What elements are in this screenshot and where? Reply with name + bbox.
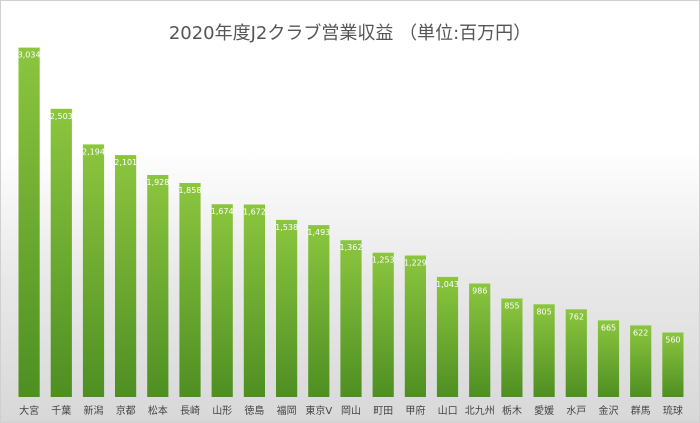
data-label: 1,928 xyxy=(146,178,169,187)
x-tick-labels-group: 大宮 千葉 新潟 京都 松本 長崎 山形 徳島 福岡 東京V 岡山 町田 甲府 山口 北九州 栃木 愛媛 水戸 金沢… xyxy=(19,404,683,417)
x-tick-label: 東京V xyxy=(305,404,332,417)
data-label: 986 xyxy=(472,287,487,296)
data-label: 1,538 xyxy=(275,223,298,232)
data-label: 1,672 xyxy=(243,208,266,217)
x-tick-label: 福岡 xyxy=(277,404,297,417)
x-tick-label: 金沢 xyxy=(599,404,619,417)
data-label: 1,493 xyxy=(307,228,330,237)
x-tick-label: 京都 xyxy=(116,404,136,417)
data-label: 1,858 xyxy=(179,186,202,195)
bar-群馬 xyxy=(630,325,652,397)
x-tick-label: 栃木 xyxy=(502,404,522,417)
data-label: 1,253 xyxy=(372,256,395,265)
x-tick-label: 北九州 xyxy=(465,405,495,417)
data-label: 1,043 xyxy=(436,280,459,289)
data-label: 2,101 xyxy=(114,158,137,167)
x-tick-label: 山口 xyxy=(438,405,458,417)
data-label: 3,034 xyxy=(18,51,41,60)
bar-山口 xyxy=(436,276,459,397)
bar-町田 xyxy=(372,252,394,397)
x-tick-label: 町田 xyxy=(373,406,393,417)
x-tick-label: 山形 xyxy=(212,405,232,417)
data-label: 622 xyxy=(633,328,648,337)
x-tick-label: 千葉 xyxy=(51,404,71,417)
value-labels-group: 3,034 2,503 2,194 2,101 1,928 1,858 1,674 1,672… xyxy=(18,51,681,345)
x-tick-label: 徳島 xyxy=(244,404,264,417)
data-label: 665 xyxy=(601,323,616,332)
bar-京都 xyxy=(115,155,137,397)
x-tick-label: 長崎 xyxy=(180,404,200,417)
x-tick-label: 松本 xyxy=(148,404,168,417)
bar-新潟 xyxy=(82,144,105,397)
bar-水戸 xyxy=(565,309,587,397)
bar-東京V xyxy=(308,225,330,397)
data-label: 855 xyxy=(504,302,519,311)
chart-title: 2020年度J2クラブ営業収益 （単位:百万円） xyxy=(168,23,532,44)
data-label: 560 xyxy=(665,336,680,345)
bar-長崎 xyxy=(179,183,201,397)
data-label: 1,362 xyxy=(340,243,363,252)
bar-金沢 xyxy=(597,320,620,397)
data-label: 2,503 xyxy=(50,112,73,121)
bar-岡山 xyxy=(340,240,362,397)
data-label: 805 xyxy=(536,307,551,316)
x-tick-label: 岡山 xyxy=(341,405,361,417)
x-tick-label: 水戸 xyxy=(566,405,586,417)
bar-徳島 xyxy=(243,204,265,397)
data-label: 762 xyxy=(569,312,584,321)
x-tick-label: 群馬 xyxy=(631,404,651,417)
bars-group xyxy=(18,47,684,398)
bar-愛媛 xyxy=(533,304,555,397)
bar-大宮 xyxy=(18,47,40,397)
bar-松本 xyxy=(147,175,169,397)
bar-北九州 xyxy=(469,283,491,397)
bar-琉球 xyxy=(662,332,684,397)
bar-山形 xyxy=(211,204,233,397)
bar-甲府 xyxy=(404,255,426,397)
bar-栃木 xyxy=(501,298,523,397)
x-tick-label: 新潟 xyxy=(84,404,104,417)
x-tick-label: 甲府 xyxy=(405,404,425,417)
x-tick-label: 琉球 xyxy=(663,404,683,417)
data-label: 1,674 xyxy=(211,207,234,216)
bar-福岡 xyxy=(276,219,298,397)
data-label: 1,229 xyxy=(404,259,427,268)
x-tick-label: 大宮 xyxy=(19,404,39,417)
x-tick-label: 愛媛 xyxy=(534,404,554,417)
data-label: 2,194 xyxy=(82,147,105,156)
bar-千葉 xyxy=(50,108,72,398)
